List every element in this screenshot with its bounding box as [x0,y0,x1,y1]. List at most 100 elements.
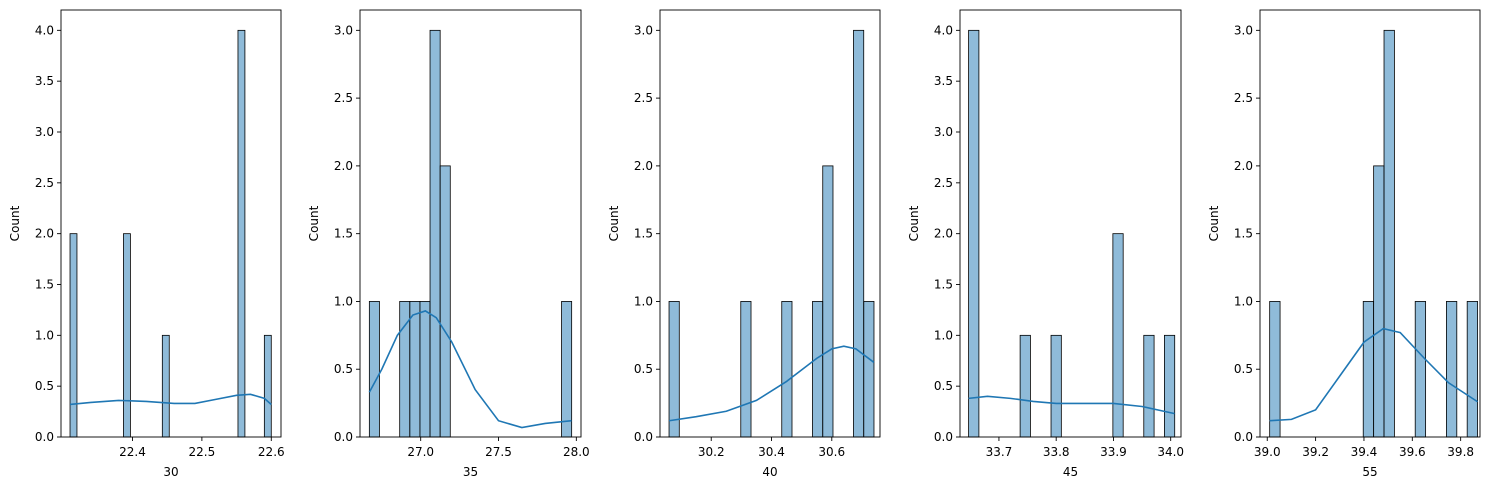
y-tick-label: 2.5 [934,176,953,190]
x-tick-label: 33.7 [986,445,1013,459]
y-tick-label: 1.5 [35,278,54,292]
chart-panel-1: 0.0 0.5 1.0 1.5 2.0 2.5 3.0 3.5 4.0 22.4 22.5 22.6 3… [8,9,285,479]
axes-frame [1259,9,1481,438]
y-tick-label: 0.0 [634,430,653,444]
y-tick-label: 0.0 [334,430,353,444]
y-tick-label: 3.0 [35,125,54,139]
axes-frame [959,9,1182,438]
histogram-bar [1414,301,1427,438]
x-tick-label: 39.0 [1254,445,1281,459]
histogram-bar [968,29,980,438]
histogram-bar [853,29,865,438]
x-tick-label: 34.0 [1157,445,1184,459]
y-tick-label: 1.5 [634,227,653,241]
y-tick-label: 2.0 [934,227,953,241]
y-tick-label: 3.0 [334,23,353,37]
x-axis-label: 40 [762,465,777,479]
y-tick-label: 4.0 [35,23,54,37]
x-tick-label: 33.8 [1043,445,1070,459]
histogram-bar [1019,334,1031,438]
y-axis-label: Count [607,205,621,241]
y-axis-label: Count [8,205,22,241]
y-tick-label: 1.5 [1234,227,1253,241]
y-tick-label: 2.0 [634,159,653,173]
y-tick-label: 1.5 [334,227,353,241]
y-tick-label: 0.0 [1234,430,1253,444]
y-tick-label: 1.0 [1234,294,1253,308]
y-tick-label: 1.5 [934,278,953,292]
histogram-bar [237,29,246,438]
y-tick-label: 1.0 [35,328,54,342]
x-tick-label: 30.6 [818,445,845,459]
y-axis-label: Count [1207,205,1221,241]
histogram-bar [1050,334,1062,438]
x-tick-label: 39.8 [1447,445,1474,459]
histogram-bar [1383,29,1395,438]
histogram-bar [1362,301,1375,438]
histogram-bar [1466,301,1478,438]
histogram-bar [429,29,441,438]
kde-line [668,345,875,422]
histogram-bar [781,301,793,438]
chart-panel-5: 0.0 0.5 1.0 1.5 2.0 2.5 3.0 39.0 39.2 39.4 39.6 39.… [1207,9,1481,479]
y-tick-label: 0.5 [634,362,653,376]
kde-line [1269,327,1479,422]
kde-line [968,395,1175,415]
x-tick-label: 30.4 [758,445,785,459]
histogram-bar [863,301,875,438]
x-axis-label: 55 [1362,465,1377,479]
x-tick-label: 39.6 [1399,445,1426,459]
y-tick-label: 0.5 [1234,362,1253,376]
axes-frame [659,9,881,438]
y-tick-label: 3.0 [634,23,653,37]
x-tick-label: 22.6 [258,445,285,459]
x-tick-label: 33.9 [1100,445,1127,459]
axes-frame [359,9,582,438]
x-tick-label: 22.5 [189,445,216,459]
y-tick-label: 3.0 [1234,23,1253,37]
y-tick-label: 3.5 [934,74,953,88]
y-tick-label: 2.0 [35,227,54,241]
histogram-bar [263,334,272,438]
y-tick-label: 3.0 [934,125,953,139]
y-tick-label: 1.0 [634,294,653,308]
y-axis-label: Count [907,205,921,241]
histogram-bar [1269,301,1281,438]
histogram-bar [161,334,170,438]
y-tick-label: 2.0 [1234,159,1253,173]
histogram-bar [409,301,421,438]
x-tick-label: 30.2 [698,445,725,459]
histogram-bar [439,165,451,438]
histogram-bar [740,301,752,438]
histogram-bar [812,301,824,438]
y-tick-label: 0.5 [35,379,54,393]
chart-panel-2: 0.0 0.5 1.0 1.5 2.0 2.5 3.0 27.0 27.5 28.0 35 Count [307,9,590,479]
x-tick-label: 27.5 [485,445,512,459]
x-axis-label: 35 [463,465,478,479]
y-tick-label: 2.5 [634,91,653,105]
y-tick-label: 1.0 [934,328,953,342]
y-tick-label: 2.5 [334,91,353,105]
x-tick-label: 28.0 [563,445,590,459]
x-tick-label: 27.0 [407,445,434,459]
y-axis-label: Count [307,205,321,241]
histogram-bar [123,233,131,438]
y-tick-label: 2.5 [1234,91,1253,105]
y-tick-label: 2.5 [35,176,54,190]
x-tick-label: 39.2 [1302,445,1329,459]
histogram-bar [368,301,380,438]
y-tick-label: 0.0 [35,430,54,444]
y-tick-label: 0.5 [934,379,953,393]
histogram-bar [822,165,834,438]
chart-panel-4: 0.0 0.5 1.0 1.5 2.0 2.5 3.0 3.5 4.0 33.7 33.8 33.9 3… [907,9,1184,479]
y-tick-label: 3.5 [35,74,54,88]
x-tick-label: 39.4 [1351,445,1378,459]
x-tick-label: 22.4 [119,445,146,459]
x-axis-label: 45 [1063,465,1078,479]
histogram-bar [69,233,78,438]
histogram-bar [668,301,680,438]
histogram-bar [1373,165,1385,438]
y-tick-label: 4.0 [934,23,953,37]
x-axis-label: 30 [163,465,178,479]
